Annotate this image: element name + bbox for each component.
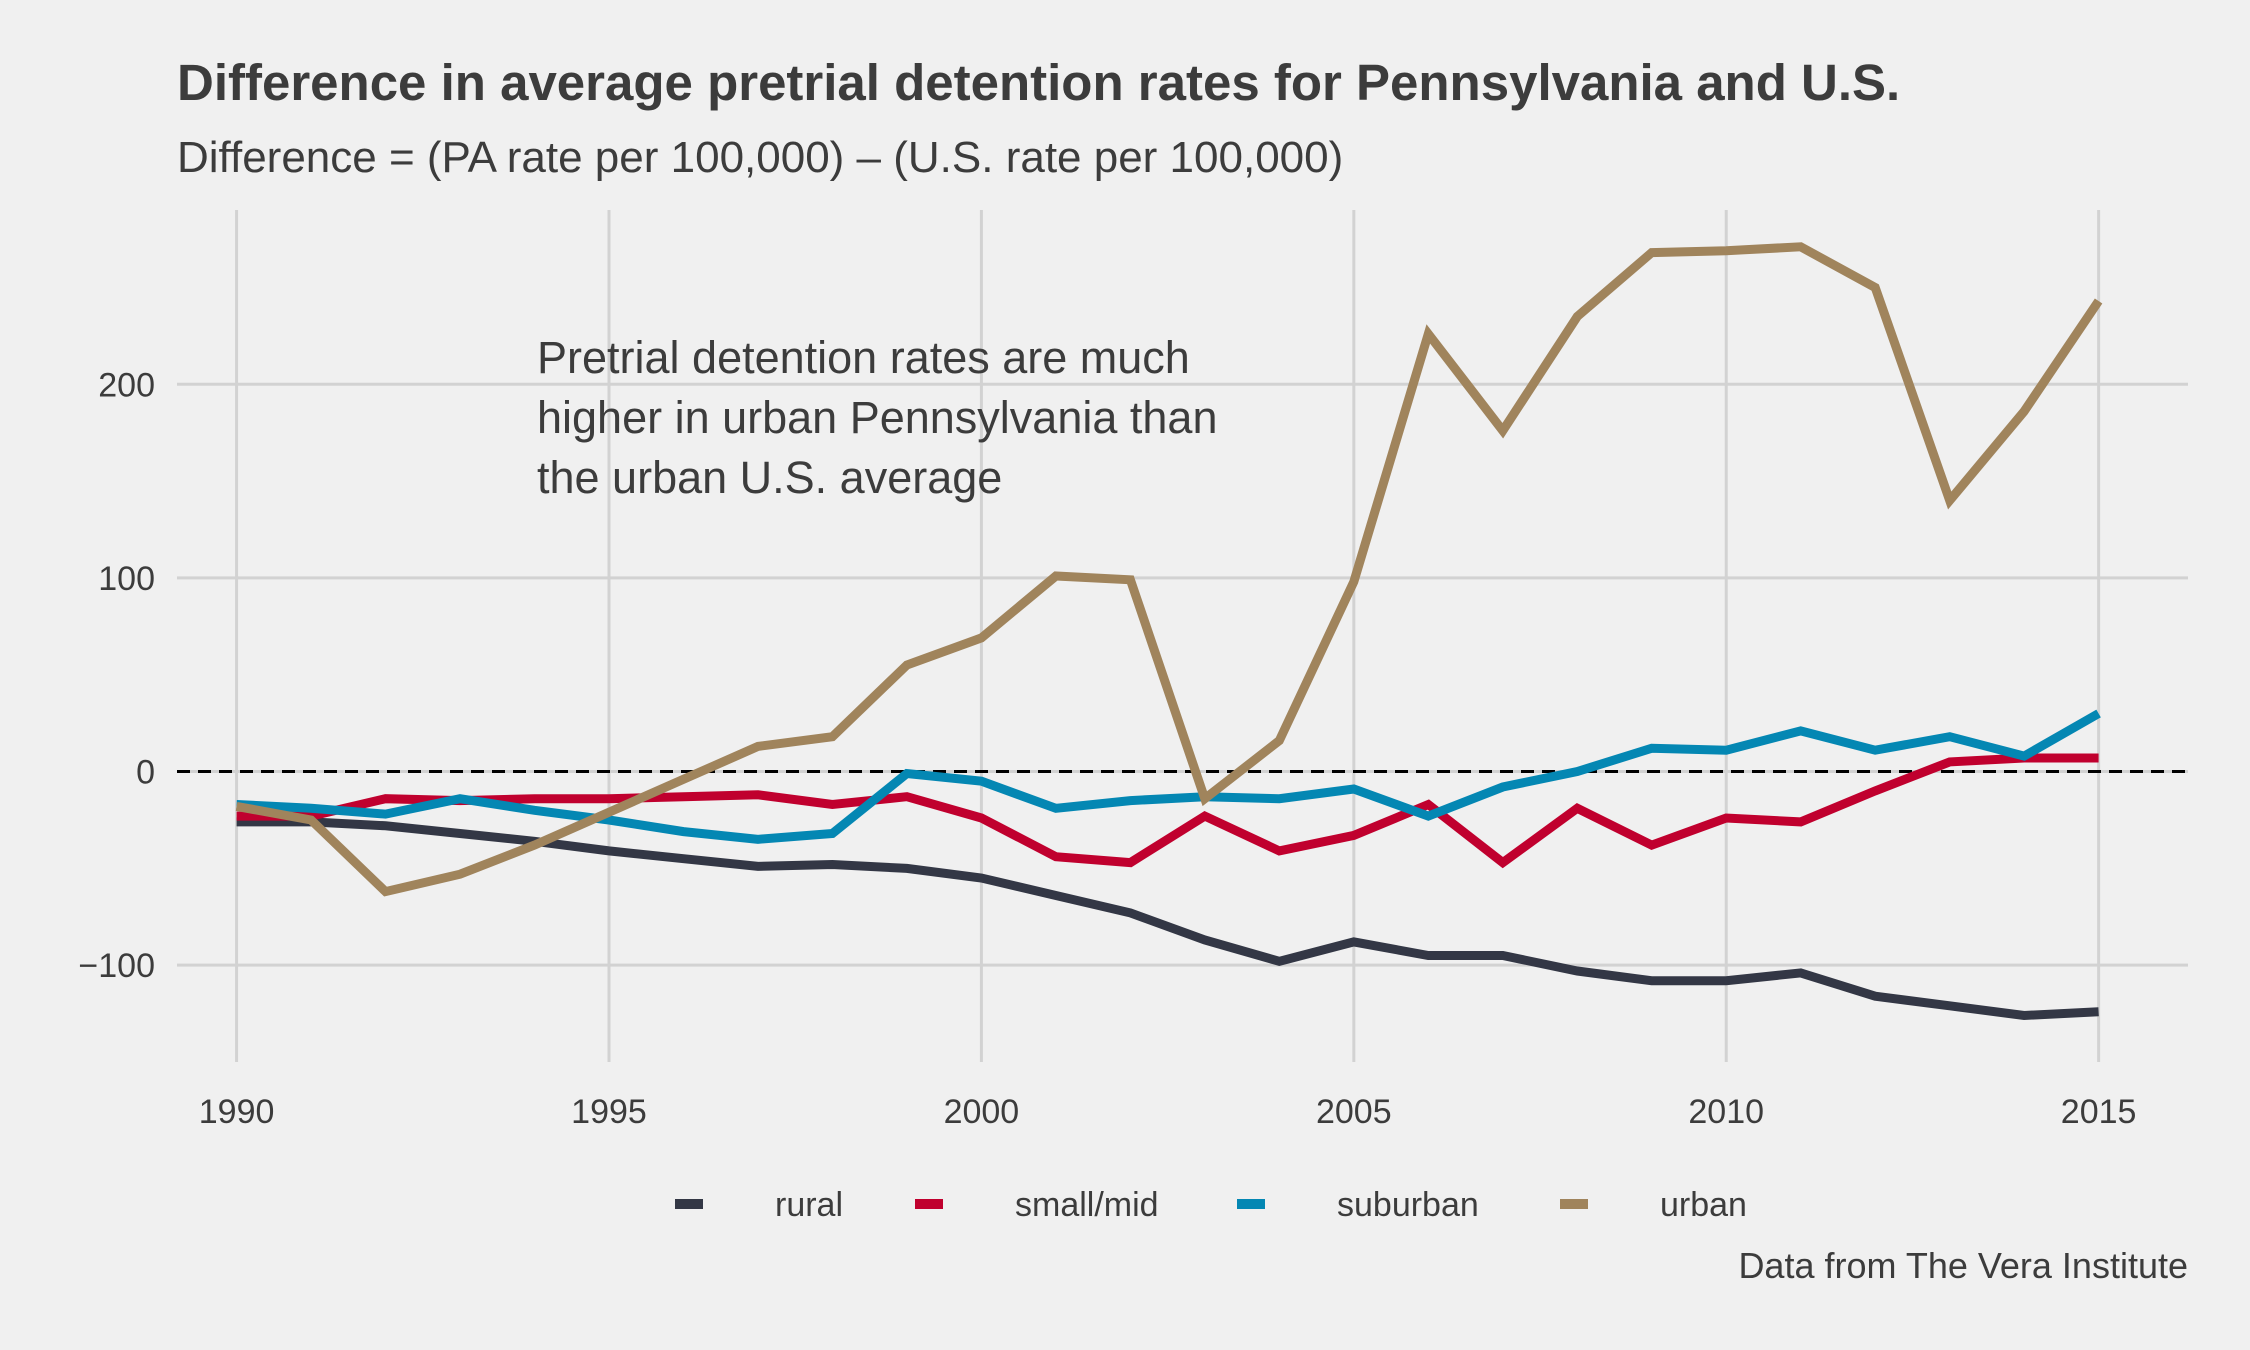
chart-caption: Data from The Vera Institute — [1738, 1245, 2188, 1286]
annotation-line: the urban U.S. average — [537, 452, 1002, 503]
series-lines — [235, 242, 2103, 1021]
series-line-small-mid — [236, 753, 2099, 869]
legend-label-small-mid: small/mid — [1015, 1186, 1159, 1224]
x-tick-label: 1990 — [199, 1093, 275, 1131]
x-axis-tick-labels: 1990 1995 2000 2005 2010 2015 — [199, 1093, 2137, 1131]
series-line-urban — [235, 242, 2103, 897]
x-tick-label: 1995 — [571, 1093, 647, 1131]
annotation-line: Pretrial detention rates are much — [537, 332, 1190, 383]
series-line-suburban — [236, 709, 2101, 844]
legend-key-suburban — [1237, 1199, 1265, 1209]
legend-label-urban: urban — [1660, 1186, 1747, 1224]
y-tick-label: 0 — [136, 754, 155, 792]
legend: rural small/mid suburban urban — [675, 1186, 1747, 1224]
legend-key-small-mid — [915, 1199, 943, 1209]
x-tick-label: 2000 — [944, 1093, 1020, 1131]
annotation: Pretrial detention rates are much higher… — [537, 332, 1217, 503]
legend-key-urban — [1560, 1199, 1588, 1209]
y-axis-tick-labels: −100 0 100 200 — [78, 366, 155, 985]
y-tick-label: 100 — [98, 560, 155, 598]
legend-label-rural: rural — [775, 1186, 843, 1224]
gridlines — [177, 210, 2188, 1062]
x-tick-label: 2010 — [1688, 1093, 1764, 1131]
x-tick-label: 2005 — [1316, 1093, 1392, 1131]
y-tick-label: −100 — [78, 947, 155, 985]
x-tick-label: 2015 — [2061, 1093, 2137, 1131]
annotation-line: higher in urban Pennsylvania than — [537, 392, 1217, 443]
chart-title: Difference in average pretrial detention… — [177, 54, 1900, 111]
legend-key-rural — [675, 1199, 703, 1209]
legend-label-suburban: suburban — [1337, 1186, 1479, 1224]
chart-subtitle: Difference = (PA rate per 100,000) – (U.… — [177, 133, 1343, 182]
y-tick-label: 200 — [98, 366, 155, 404]
